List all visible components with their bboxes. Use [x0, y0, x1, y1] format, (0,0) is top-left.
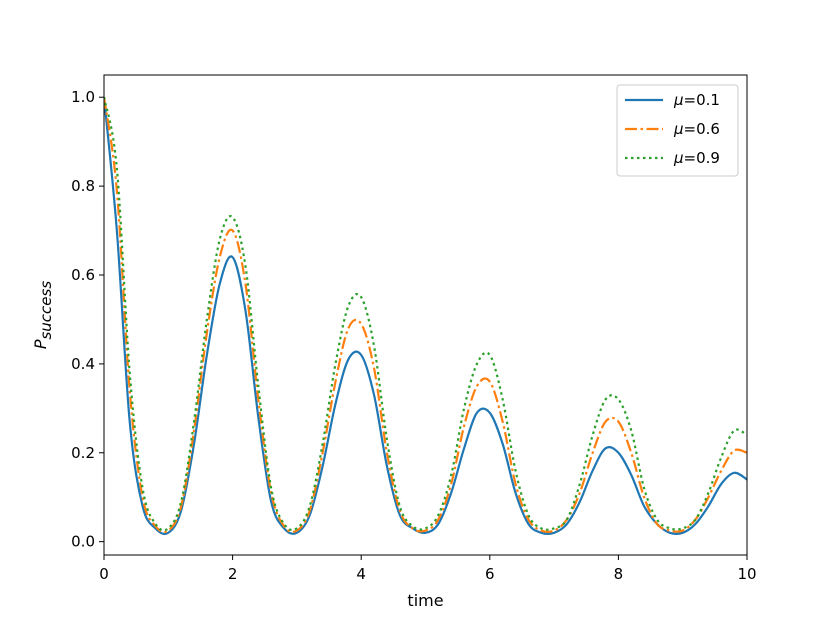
legend-label-value: =0.6	[684, 120, 720, 138]
series-layer	[104, 97, 747, 536]
legend-label-value: =0.9	[684, 149, 720, 167]
legend-label-symbol: μ	[673, 120, 684, 138]
series-line-3	[104, 97, 747, 532]
legend-label-value: =0.1	[684, 91, 720, 109]
legend-label-1: μ=0.1	[673, 91, 720, 109]
series-line-2	[104, 97, 747, 534]
axes-layer: 0 2 4 6 8 10 0.0 0.2 0.4 0.6 0.8 1.0 time Psuccess	[31, 74, 757, 610]
y-axis-label: Psuccess	[31, 281, 55, 350]
y-axis-label-subscript: success	[37, 281, 55, 340]
y-axis-label-main: P	[31, 339, 50, 349]
y-tick-label: 0.8	[71, 177, 95, 195]
y-tick-label: 0.6	[71, 266, 95, 284]
legend-label-3: μ=0.9	[673, 149, 720, 167]
y-tick-label: 1.0	[71, 88, 95, 106]
x-axis-label: time	[407, 591, 443, 610]
x-tick-label: 4	[356, 565, 366, 583]
legend-box	[616, 84, 739, 177]
legend-label-symbol: μ	[673, 91, 684, 109]
x-tick-label: 2	[228, 565, 238, 583]
legend-label-2: μ=0.6	[673, 120, 720, 138]
legend-label-symbol: μ	[673, 149, 684, 167]
y-tick-label: 0.4	[71, 355, 95, 373]
x-tick-label: 10	[737, 565, 756, 583]
x-tick-label: 6	[485, 565, 495, 583]
y-tick-label: 0.2	[71, 444, 95, 462]
y-tick-label: 0.0	[71, 533, 95, 551]
plot-frame	[103, 74, 748, 556]
legend: μ=0.1μ=0.6μ=0.9	[616, 84, 739, 177]
x-tick-label: 8	[614, 565, 624, 583]
x-tick-label: 0	[99, 565, 109, 583]
